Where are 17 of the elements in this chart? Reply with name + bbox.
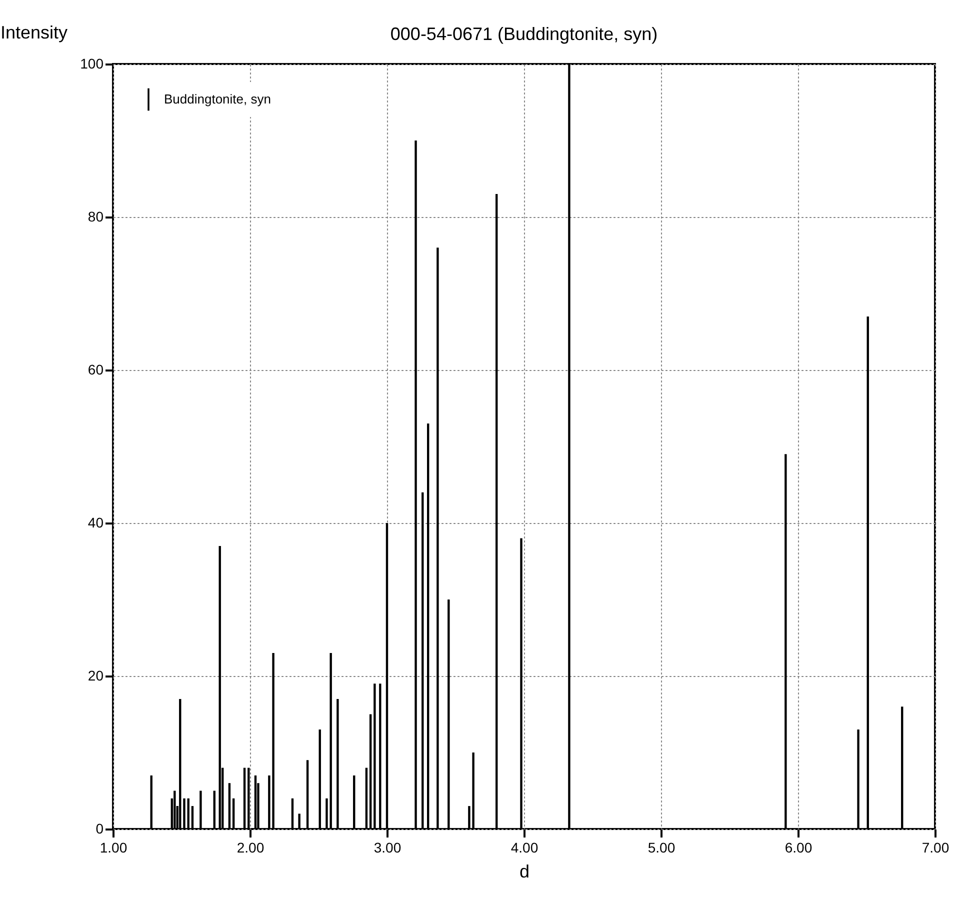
legend-label: Buddingtonite, syn <box>164 92 271 106</box>
x-tick-label: 5.00 <box>648 840 676 856</box>
y-tick-label: 20 <box>88 668 104 684</box>
x-tick-label: 4.00 <box>510 840 538 856</box>
x-tick-label: 1.00 <box>100 840 128 856</box>
y-axis-title: Intensity <box>0 22 68 42</box>
x-axis-title: d <box>519 862 530 882</box>
y-tick-label: 60 <box>88 362 104 378</box>
x-tick-label: 7.00 <box>922 840 950 856</box>
y-tick-label: 80 <box>88 208 104 224</box>
y-tick-label: 40 <box>88 514 104 530</box>
y-tick-label: 0 <box>96 820 104 836</box>
chart-title: 000-54-0671 (Buddingtonite, syn) <box>390 24 658 44</box>
x-tick-label: 2.00 <box>236 840 264 856</box>
x-tick-label: 6.00 <box>784 840 812 856</box>
y-tick-label: 100 <box>80 56 104 72</box>
x-tick-label: 3.00 <box>374 840 402 856</box>
